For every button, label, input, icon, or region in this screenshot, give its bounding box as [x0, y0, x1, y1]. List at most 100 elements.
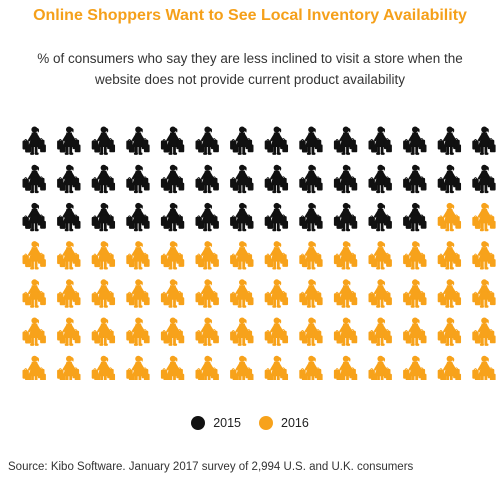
shopper-icon-2016 [472, 241, 496, 270]
shopper-icon-2016 [160, 279, 185, 308]
shopper-icon-2016 [333, 317, 358, 346]
legend-item-2015: 2015 [191, 416, 241, 430]
shopper-icon-2016 [91, 279, 116, 308]
shopper-icon-2016 [368, 241, 392, 270]
shopper-icon-2016 [333, 241, 358, 270]
shopper-icon-2016 [230, 317, 254, 346]
shopper-icon-2015 [264, 164, 289, 194]
shopper-icon-2015 [472, 164, 496, 194]
source-note: Source: Kibo Software. January 2017 surv… [8, 461, 414, 473]
shopper-icon-2016 [437, 279, 462, 308]
shopper-icon-2015 [403, 202, 427, 232]
shopper-icon-2015 [368, 164, 392, 194]
shopper-icon-2016 [437, 202, 462, 232]
shopper-icon-2015 [195, 164, 219, 194]
shopper-icon-2016 [472, 317, 496, 346]
shopper-icon-2016 [91, 355, 116, 380]
shopper-icon-2016 [195, 317, 219, 346]
shopper-icon-2015 [126, 164, 150, 194]
shopper-icon-2015 [230, 202, 254, 232]
legend-item-2016: 2016 [259, 416, 309, 430]
shopper-icon-2015 [264, 126, 289, 155]
shopper-icon-2016 [437, 355, 462, 380]
shopper-icon-2016 [57, 355, 81, 380]
shopper-icon-2015 [403, 164, 427, 194]
shopper-icon-2016 [195, 355, 219, 380]
shopper-icon-2015 [333, 164, 358, 194]
shopper-icon-2016 [230, 241, 254, 270]
shopper-icon-2015 [91, 202, 116, 232]
legend-label: 2016 [281, 416, 309, 430]
shopper-icon-2016 [264, 355, 289, 380]
shopper-icon-2016 [230, 279, 254, 308]
shopper-icon-2015 [160, 202, 185, 232]
chart-legend: 2015 2016 [0, 416, 500, 430]
shopper-icon-2015 [299, 202, 323, 232]
shopper-icon-2016 [299, 241, 323, 270]
shopper-icon-2016 [368, 279, 392, 308]
shopper-icon-2016 [264, 241, 289, 270]
shopper-icon-2015 [437, 126, 462, 155]
shopper-icon-2016 [22, 317, 46, 346]
shopper-icon-2016 [472, 279, 496, 308]
shopper-icon-2016 [472, 202, 496, 232]
shopper-icon-2015 [368, 202, 392, 232]
shopper-icon-2016 [126, 241, 150, 270]
shopper-icon-2016 [195, 241, 219, 270]
shopper-icon-2016 [333, 279, 358, 308]
shopper-icon-2016 [437, 317, 462, 346]
shopper-icon-2015 [333, 126, 358, 155]
shopper-icon-2016 [437, 241, 462, 270]
shopper-icon-2015 [91, 164, 116, 194]
chart-title: Online Shoppers Want to See Local Invent… [33, 7, 467, 24]
shopper-icon-2015 [22, 164, 46, 194]
shopper-icon-2015 [472, 126, 496, 155]
shopper-icon-2015 [230, 164, 254, 194]
shopper-icon-2015 [230, 126, 254, 155]
shopper-icon-2016 [403, 355, 427, 380]
shopper-icon-2015 [57, 126, 81, 155]
shopper-icon-2015 [160, 126, 185, 155]
shopper-icon-2015 [57, 164, 81, 194]
shopper-icon-2016 [230, 355, 254, 380]
shopper-icon-2015 [160, 164, 185, 194]
shopper-icon-2015 [299, 164, 323, 194]
shopper-icon-2015 [126, 202, 150, 232]
shopper-icon-2015 [264, 202, 289, 232]
shopper-icon-2015 [299, 126, 323, 155]
shopper-icon-2016 [368, 355, 392, 380]
shopper-icon-2015 [403, 126, 427, 155]
chart-subtitle: % of consumers who say they are less inc… [37, 51, 463, 87]
shopper-icon-2016 [299, 355, 323, 380]
shopper-icon-2015 [195, 202, 219, 232]
shopper-icon-2016 [126, 317, 150, 346]
pictograph-chart [22, 126, 496, 380]
shopper-icon-2016 [22, 241, 46, 270]
shopper-icon-2015 [126, 126, 150, 155]
shopper-icon-2016 [91, 241, 116, 270]
legend-swatch [191, 416, 206, 430]
shopper-icon-2015 [22, 126, 46, 155]
shopper-icon-2015 [195, 126, 219, 155]
shopper-icon-2015 [368, 126, 392, 155]
shopper-icon-2016 [403, 241, 427, 270]
shopper-icon-2016 [160, 355, 185, 380]
legend-swatch [259, 416, 273, 430]
shopper-icon-2016 [264, 317, 289, 346]
shopper-icon-2016 [91, 317, 116, 346]
shopper-icon-2016 [368, 317, 392, 346]
shopper-icon-2015 [22, 202, 46, 232]
shopper-icon-2016 [160, 317, 185, 346]
shopper-icon-2016 [126, 355, 150, 380]
shopper-icon-2016 [333, 355, 358, 380]
shopper-icon-2016 [403, 317, 427, 346]
shopper-icon-2016 [264, 279, 289, 308]
shopper-icon-2016 [160, 241, 185, 270]
legend-label: 2015 [213, 416, 241, 430]
shopper-icon-2016 [299, 279, 323, 308]
shopper-icon-2015 [437, 164, 462, 194]
shopper-icon-2016 [195, 279, 219, 308]
shopper-icon-2015 [91, 126, 116, 155]
shopper-icon-2016 [299, 317, 323, 346]
shopper-icon-2016 [22, 355, 46, 380]
